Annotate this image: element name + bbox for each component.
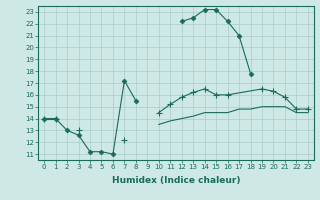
X-axis label: Humidex (Indice chaleur): Humidex (Indice chaleur)	[112, 176, 240, 185]
